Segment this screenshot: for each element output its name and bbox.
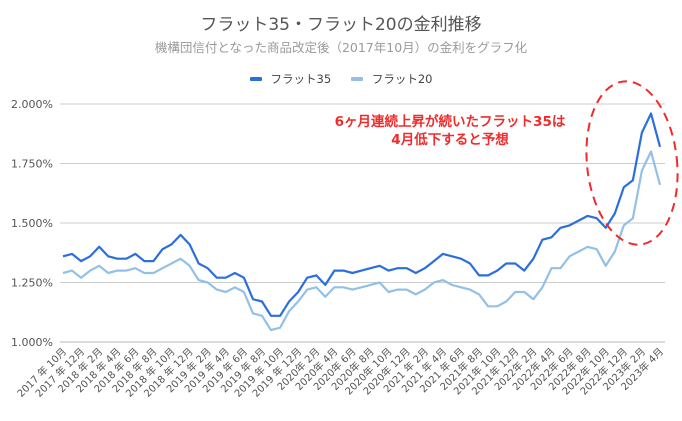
highlight-dashed-ellipse [585, 80, 679, 246]
y-tick-label: 2.000% [11, 98, 53, 111]
series-line[interactable] [62, 112, 662, 317]
y-axis-labels: 1.000% 1.250% 1.500% 1.750% 2.000% [11, 98, 53, 349]
legend-swatch-flat35 [249, 77, 262, 81]
y-tick-label: 1.750% [11, 158, 53, 171]
series-line[interactable] [62, 150, 662, 332]
legend-item-flat35[interactable]: フラット35 [249, 71, 332, 87]
y-tick-label: 1.250% [11, 277, 53, 290]
legend-swatch-flat20 [350, 77, 363, 81]
legend-label-flat35: フラット35 [270, 72, 332, 86]
legend-label-flat20: フラット20 [371, 72, 433, 86]
gridlines [60, 103, 665, 343]
chart-annotation: 6ヶ月連続上昇が続いたフラット35は 4月低下すると予想 [305, 113, 595, 149]
annotation-line-2: 4月低下すると予想 [391, 132, 509, 148]
chart-legend: フラット35 フラット20 [0, 70, 682, 87]
chart-title: フラット35・フラット20の金利推移 [200, 15, 482, 35]
y-tick-label: 1.500% [11, 217, 53, 230]
series-lines [62, 112, 662, 332]
y-tick-label: 1.000% [11, 336, 53, 349]
legend-item-flat20[interactable]: フラット20 [350, 71, 433, 87]
chart-subtitle: 機構団信付となった商品改定後（2017年10月）の金利をグラフ化 [154, 40, 528, 55]
annotation-line-1: 6ヶ月連続上昇が続いたフラット35は [334, 114, 566, 130]
